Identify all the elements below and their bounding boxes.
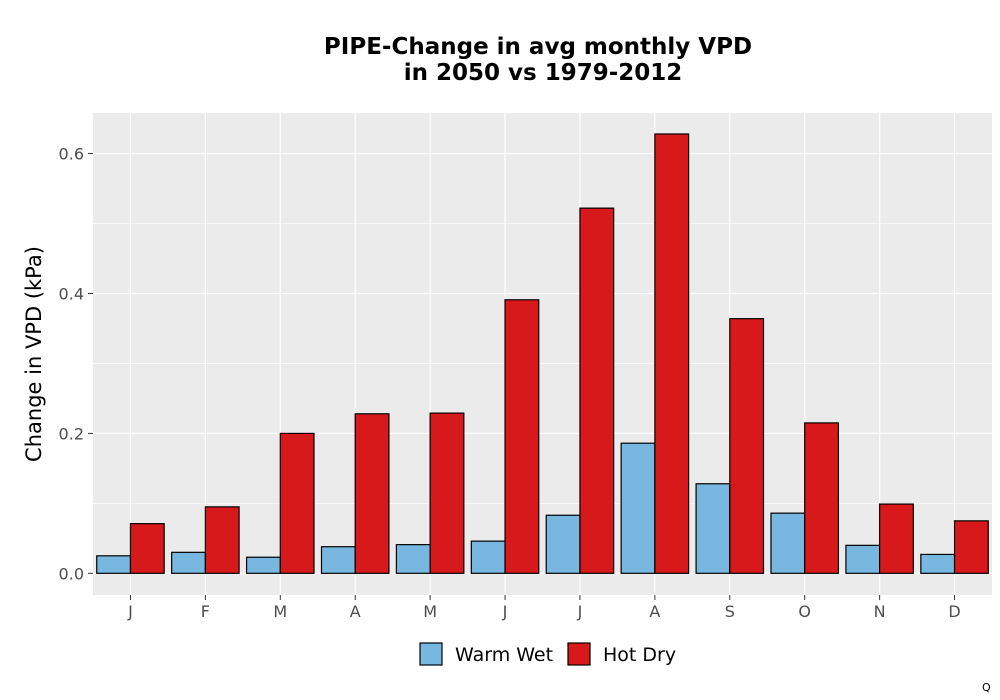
legend-label-warm-wet: Warm Wet bbox=[455, 644, 553, 666]
bar-warm-wet bbox=[395, 544, 431, 574]
bar-hot-dry bbox=[953, 520, 989, 574]
bar-hot-dry bbox=[129, 523, 165, 574]
bar-hot-dry bbox=[204, 506, 240, 574]
bars bbox=[96, 133, 989, 574]
chart-title-line-1: PIPE-Change in avg monthly VPD bbox=[324, 34, 752, 60]
bar-hot-dry bbox=[279, 432, 315, 574]
plot-panel bbox=[93, 113, 992, 595]
bar-hot-dry bbox=[804, 422, 840, 574]
x-tick-label: F bbox=[201, 602, 210, 621]
bar-warm-wet bbox=[695, 483, 731, 574]
x-tick-label: S bbox=[725, 602, 735, 621]
bar-warm-wet bbox=[470, 540, 506, 574]
bar-hot-dry bbox=[579, 207, 615, 574]
y-tick-label: 0.0 bbox=[59, 564, 84, 583]
bar-warm-wet bbox=[96, 555, 132, 574]
x-tick-label: J bbox=[502, 602, 508, 621]
y-tick-label: 0.4 bbox=[59, 284, 84, 303]
bar-hot-dry bbox=[504, 299, 540, 574]
bar-warm-wet bbox=[770, 512, 806, 574]
bar-warm-wet bbox=[620, 442, 656, 574]
bar-hot-dry bbox=[654, 133, 690, 574]
y-axis-ticks: 0.0 0.2 0.4 0.6 bbox=[59, 145, 93, 583]
x-tick-label: M bbox=[423, 602, 437, 621]
bar-hot-dry bbox=[879, 503, 914, 574]
x-tick-label: N bbox=[874, 602, 886, 621]
corner-mark: Q bbox=[982, 681, 991, 694]
x-tick-label: A bbox=[649, 602, 660, 621]
legend-label-hot-dry: Hot Dry bbox=[603, 644, 676, 666]
y-tick-label: 0.2 bbox=[59, 424, 84, 443]
bar-hot-dry bbox=[429, 412, 465, 574]
bar-warm-wet bbox=[245, 556, 281, 574]
legend-key-hot-dry bbox=[567, 642, 591, 666]
x-tick-label: O bbox=[798, 602, 811, 621]
bar-warm-wet bbox=[171, 551, 206, 574]
x-tick-label: D bbox=[948, 602, 960, 621]
bar-warm-wet bbox=[320, 546, 356, 574]
bar-warm-wet bbox=[920, 553, 956, 574]
bar-hot-dry bbox=[354, 413, 390, 574]
x-tick-label: J bbox=[577, 602, 583, 621]
legend-key-warm-wet bbox=[419, 642, 443, 666]
y-tick-label: 0.6 bbox=[59, 145, 84, 164]
y-axis-title: Change in VPD (kPa) bbox=[22, 246, 46, 462]
chart-title-line-2: in 2050 vs 1979-2012 bbox=[404, 60, 683, 86]
bar-warm-wet bbox=[845, 544, 881, 574]
x-tick-label: A bbox=[350, 602, 361, 621]
x-tick-label: J bbox=[127, 602, 133, 621]
legend: Warm Wet Hot Dry bbox=[419, 642, 676, 666]
x-tick-label: M bbox=[273, 602, 287, 621]
bar-warm-wet bbox=[545, 514, 581, 574]
bar-hot-dry bbox=[729, 318, 765, 574]
